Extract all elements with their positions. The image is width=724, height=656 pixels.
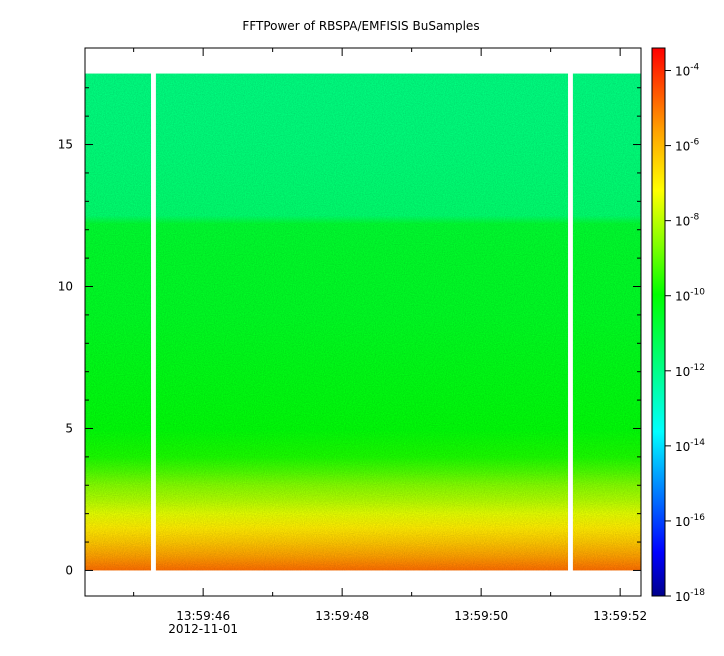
y-tick-label-3: 15 [58,138,73,152]
colorbar-tick-label-4: 10-12 [675,363,705,379]
x-tick-label-0: 13:59:46 [176,609,230,623]
y-tick-label-1: 5 [65,421,73,435]
colorbar-tick-label-3: 10-10 [675,288,705,304]
spectrogram-texture [85,73,641,571]
data-gap-1 [151,49,156,595]
y-tick-label-2: 10 [58,280,73,294]
colorbar-tick-label-7: 10-18 [675,588,705,604]
y-tick-label-0: 0 [65,563,73,577]
colorbar-tick-label-0: 10-4 [675,63,700,79]
x-tick-sublabel-0: 2012-11-01 [168,622,238,636]
x-tick-label-2: 13:59:50 [454,609,508,623]
plot-frame [84,47,642,597]
colorbar [651,47,666,597]
chart-title: FFTPower of RBSPA/EMFISIS BuSamples [242,19,479,33]
data-gap-2 [568,49,573,595]
x-tick-label-3: 13:59:52 [593,609,647,623]
colorbar-tick-label-2: 10-8 [675,213,700,229]
colorbar-tick-label-6: 10-16 [675,513,705,529]
x-tick-label-1: 13:59:48 [315,609,369,623]
colorbar-tick-label-1: 10-6 [675,138,700,154]
colorbar-tick-label-5: 10-14 [675,438,705,454]
